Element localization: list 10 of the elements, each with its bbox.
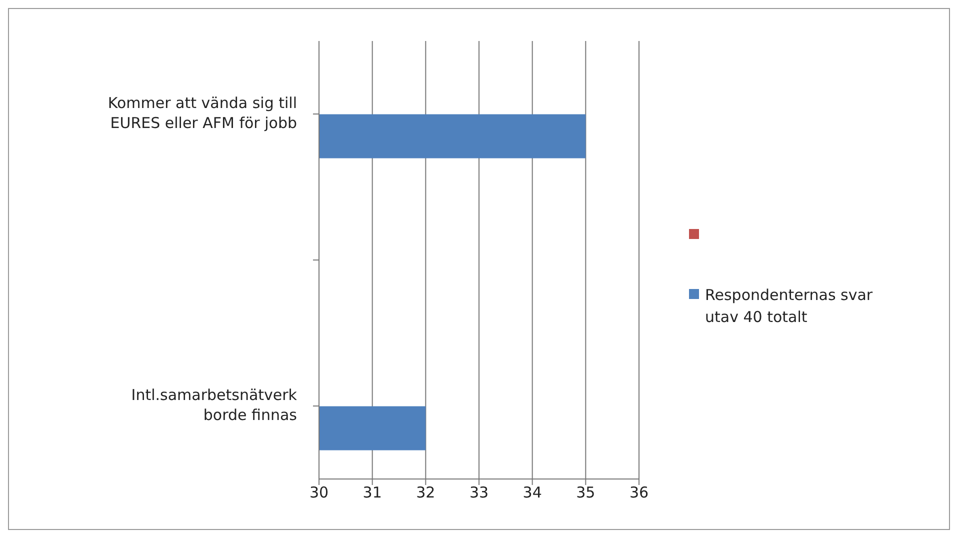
x-tick-label: 30 xyxy=(309,484,329,502)
x-tick-label: 31 xyxy=(362,484,382,502)
legend-label: Respondenternas svar utav 40 totalt xyxy=(705,285,874,328)
y-tick-label: Kommer att vända sig till EURES eller AFM för jobb xyxy=(108,94,297,132)
y-tick-label: Intl.samarbetsnätverk borde finnas xyxy=(131,386,298,424)
x-tick-label: 32 xyxy=(416,484,436,502)
x-tick-label: 36 xyxy=(629,484,649,502)
x-tick-label: 34 xyxy=(522,484,542,502)
x-tick-label: 35 xyxy=(576,484,596,502)
x-tick-label: 33 xyxy=(469,484,489,502)
